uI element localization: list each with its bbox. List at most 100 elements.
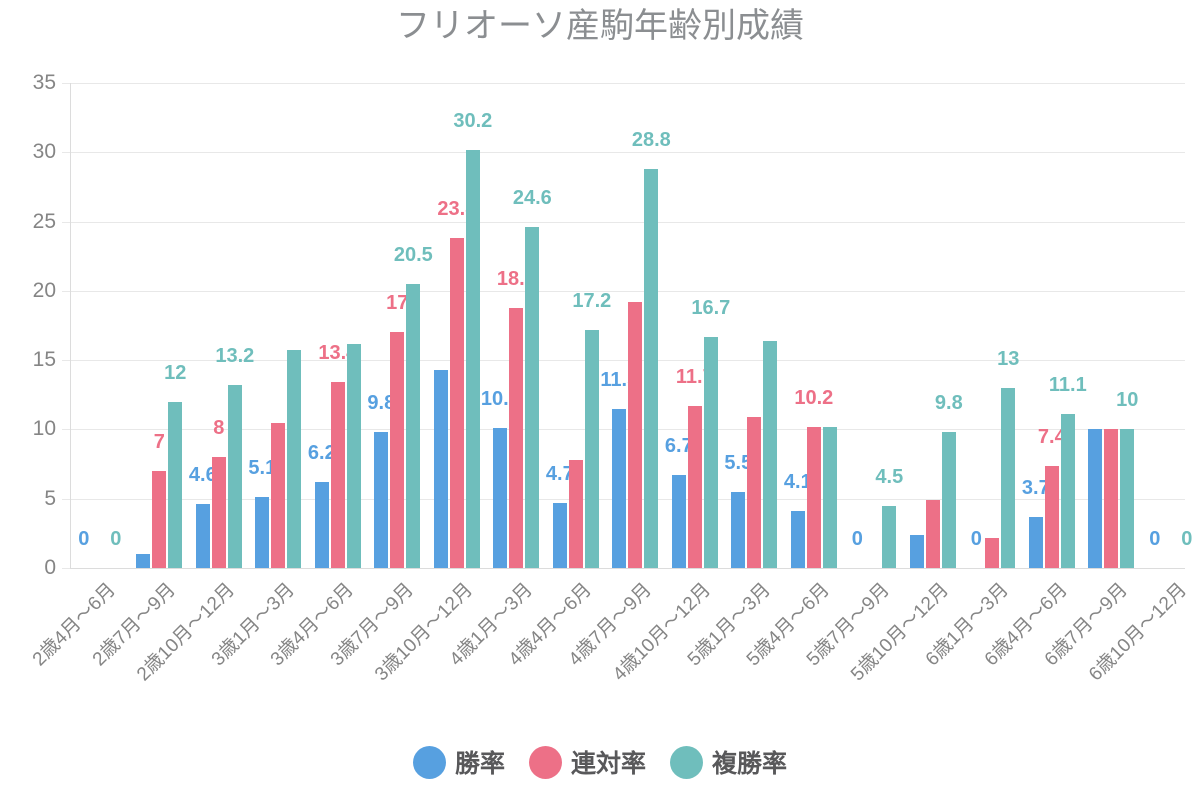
y-tick-mark [62,222,70,223]
y-tick-label: 25 [32,210,56,233]
bar [671,475,686,568]
bar-value-label: 6.7 [664,435,693,458]
bar [211,457,226,568]
y-gridline [70,360,1185,361]
bar [941,432,956,568]
bar-value-label: 17.2 [572,289,612,312]
bar [152,471,167,568]
y-gridline [70,83,1185,84]
bar [822,426,837,568]
bar [465,149,480,568]
legend-item-label: 複勝率 [712,750,788,778]
bar-value-label: 0 [110,528,122,550]
bar-value-label: 13 [997,347,1020,370]
bar [255,497,270,568]
bar [406,283,421,568]
bar-value-label: 0 [78,528,90,550]
legend-marker-icon [412,745,446,779]
y-tick-mark [62,429,70,430]
y-gridline [70,291,1185,292]
legend-item-label: 連対率 [570,750,646,778]
bar-value-label: 9.8 [934,392,963,415]
bar [525,227,540,568]
y-tick-mark [62,499,70,500]
bar [433,369,448,568]
bar [628,301,643,568]
y-tick-label: 15 [32,348,56,371]
bar [882,505,897,568]
bar-value-label: 0 [851,528,863,550]
y-tick-label: 20 [32,279,56,302]
bar [568,459,583,568]
bar-value-label: 6.2 [307,442,336,465]
bar [790,511,805,568]
bar [136,554,151,568]
bar-value-label: 8 [213,417,225,440]
y-tick-label: 35 [32,71,56,94]
bar [1028,516,1043,568]
y-tick-mark [62,152,70,153]
bar [703,336,718,568]
legend-item[interactable]: 複勝率 [670,744,787,780]
y-axis-line [70,83,71,568]
bar [449,238,464,568]
y-tick-mark [62,360,70,361]
legend-item[interactable]: 連対率 [528,744,646,780]
bar [195,504,210,568]
bar-value-label: 11.7 [675,365,714,388]
bar [168,401,183,568]
legend: 勝率 連対率 複勝率 [0,740,1200,784]
legend-item[interactable]: 勝率 [412,744,505,780]
bar [1120,429,1135,568]
bar [1001,387,1016,568]
bar-value-label: 7 [153,431,165,453]
bar [985,537,1000,568]
bar [644,168,659,568]
bar-value-label: 24.6 [512,187,552,210]
bar-value-label: 0 [1149,528,1161,550]
bar-value-label: 28.8 [631,128,671,151]
bar-value-label: 10 [1116,389,1139,412]
bar [731,491,746,568]
bar [584,329,599,568]
bar [612,408,627,568]
y-tick-mark [62,291,70,292]
bar [1060,414,1075,568]
bar-value-label: 4.6 [188,464,217,487]
legend-marker-icon [670,745,703,779]
y-gridline [70,429,1185,430]
bar [925,500,940,568]
bar [1104,429,1119,568]
y-tick-label: 5 [44,487,56,510]
bar-value-label: 12 [164,361,187,384]
bar [687,405,702,568]
y-tick-label: 30 [32,140,56,163]
bar [330,382,345,568]
y-tick-mark [62,568,70,569]
bar-value-label: 20.5 [393,243,433,266]
chart-title: フリオーソ産駒年齢別成績 [396,7,804,45]
bar-value-label: 17 [386,292,409,315]
bar-value-label: 10.2 [794,386,834,409]
bar [763,340,778,568]
bar-value-label: 3.7 [1021,476,1050,499]
bar-value-label: 5.5 [724,451,753,474]
bar [227,385,242,568]
bar [509,307,524,568]
y-gridline [70,568,1185,569]
bar [552,502,567,568]
bar [374,432,389,568]
bar [346,343,361,568]
bar-value-label: 16.7 [691,296,731,319]
bar-value-label: 0 [1181,528,1193,550]
bar [271,422,286,568]
bar-value-label: 7.4 [1037,425,1066,448]
bar-value-label: 4.1 [783,471,812,494]
bar-value-label: 11.1 [1048,374,1087,397]
bar [390,332,405,568]
bar-value-label: 5.1 [248,457,277,480]
bar-value-label: 4.7 [545,462,574,485]
bar-value-label: 30.2 [453,109,493,132]
